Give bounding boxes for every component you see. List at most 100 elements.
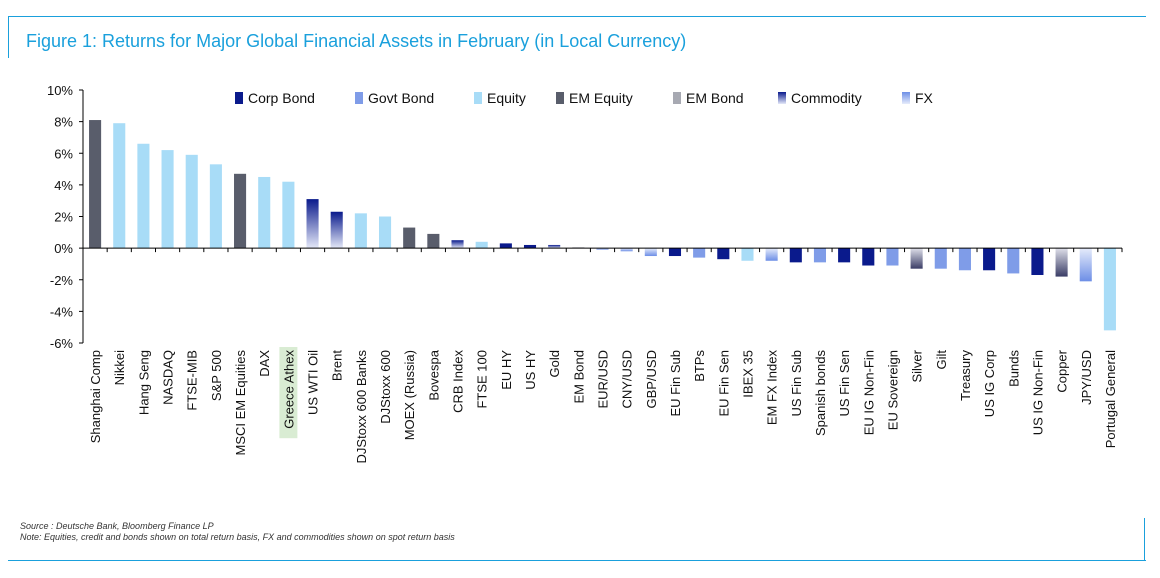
x-category-label: EM FX Index [765, 350, 780, 426]
bar-eu-sovereign [886, 248, 898, 265]
bar-eu-ig-non-fin [862, 248, 874, 265]
bar-gbp-usd [645, 248, 657, 256]
y-tick-label: -6% [50, 336, 74, 351]
bar-hang-seng [137, 144, 149, 248]
x-category-label: EU Sovereign [885, 350, 900, 430]
x-category-label: US IG Corp [982, 350, 997, 417]
bar-us-fin-sub [790, 248, 802, 262]
legend-swatch-fx [902, 92, 910, 104]
legend-label-commodity: Commodity [791, 90, 862, 106]
bar-us-wti-oil [307, 199, 319, 248]
bar-ftse-mib [186, 155, 198, 248]
x-category-label: Treasury [958, 350, 973, 401]
x-category-label: EU IG Non-Fin [861, 350, 876, 435]
x-category-label: CRB Index [451, 350, 466, 413]
y-tick-label: 4% [54, 178, 73, 193]
legend-label-equity: Equity [487, 90, 526, 106]
x-category-label: Hang Seng [136, 350, 151, 415]
legend-label-em-equity: EM Equity [569, 90, 633, 106]
legend-swatch-corp-bond [235, 92, 243, 104]
x-category-label: EU HY [499, 350, 514, 390]
bar-greece-athex [282, 182, 294, 248]
y-tick-label: 2% [54, 210, 73, 225]
legend-swatch-em-bond [673, 92, 681, 104]
bar-chart: 10% 8% 6% 4% 2% 0% -2% -4% -6% Shanghai Comp Nikk… [0, 0, 1160, 578]
bar-copper [1056, 248, 1068, 276]
y-tick-label: -2% [50, 273, 74, 288]
x-category-label: Shanghai Comp [88, 350, 103, 443]
x-category-label: Copper [1055, 349, 1070, 392]
bar-btps [693, 248, 705, 257]
bar-em-fx-index [766, 248, 778, 261]
x-category-label: NASDAQ [161, 350, 176, 405]
x-category-label: Silver [910, 349, 925, 382]
y-tick-label: 0% [54, 241, 73, 256]
bar-djstoxx-600 [379, 217, 391, 249]
chart-notes: Source : Deutsche Bank, Bloomberg Financ… [20, 521, 455, 543]
source-note: Source : Deutsche Bank, Bloomberg Financ… [20, 521, 455, 532]
x-category-label: Gold [547, 350, 562, 377]
legend-swatch-commodity [778, 92, 786, 104]
footnote: Note: Equities, credit and bonds shown o… [20, 532, 455, 543]
x-category-label: MOEX (Russia) [402, 350, 417, 440]
bar-nikkei [113, 123, 125, 248]
bar-portugal-general [1104, 248, 1116, 330]
x-category-label: BTPs [692, 350, 707, 382]
x-category-label: US WTI Oil [306, 350, 321, 415]
bar-spanish-bonds [814, 248, 826, 262]
x-category-label: JPY/USD [1079, 350, 1094, 405]
y-tick-label: 8% [54, 115, 73, 130]
bar-s-p-500 [210, 164, 222, 248]
bar-shanghai-comp [89, 120, 101, 248]
x-category-label: Gilt [934, 350, 949, 370]
bar-bunds [1007, 248, 1019, 273]
x-category-label: US HY [523, 350, 538, 390]
legend-label-fx: FX [915, 90, 934, 106]
x-category-label: EUR/USD [596, 350, 611, 409]
x-category-label: FTSE-MIB [185, 350, 200, 411]
x-category-label: US IG Non-Fin [1030, 350, 1045, 435]
bar-jpy-usd [1080, 248, 1092, 281]
x-category-label: GBP/USD [644, 350, 659, 409]
x-category-label: DJStoxx 600 Banks [354, 350, 369, 464]
x-category-label: Greece Athex [281, 350, 296, 429]
bar-djstoxx-600-banks [355, 213, 367, 248]
bar-us-fin-sen [838, 248, 850, 262]
x-category-label: Brent [330, 350, 345, 381]
legend-swatch-em-equity [556, 92, 564, 104]
bar-crb-index [451, 240, 463, 248]
bar-nasdaq [162, 150, 174, 248]
x-category-label: US Fin Sub [789, 350, 804, 416]
bar-us-ig-corp [983, 248, 995, 270]
bar-dax [258, 177, 270, 248]
bar-treasury [959, 248, 971, 270]
x-category-label: EM Bond [571, 350, 586, 403]
x-category-label: CNY/USD [620, 350, 635, 409]
bar-ftse-100 [476, 242, 488, 248]
legend-label-govt-bond: Govt Bond [368, 90, 434, 106]
bar-eu-fin-sub [669, 248, 681, 256]
x-category-label: Bovespa [426, 349, 441, 400]
y-tick-label: 10% [47, 83, 73, 98]
y-tick-label: 6% [54, 146, 73, 161]
x-category-label: EU Fin Sub [668, 350, 683, 416]
x-category-label: Bunds [1006, 350, 1021, 387]
x-category-label: MSCI EM Equities [233, 350, 248, 456]
bar-gilt [935, 248, 947, 269]
legend-label-corp-bond: Corp Bond [248, 90, 315, 106]
legend-swatch-equity [474, 92, 482, 104]
bar-eu-fin-sen [717, 248, 729, 259]
legend-swatch-govt-bond [355, 92, 363, 104]
bar-ibex-35 [741, 248, 753, 261]
x-category-label: EU Fin Sen [716, 350, 731, 416]
x-category-label: Portugal General [1103, 350, 1118, 448]
x-category-label: DJStoxx 600 [378, 350, 393, 424]
bar-bovespa [427, 234, 439, 248]
x-category-label: US Fin Sen [837, 350, 852, 416]
x-category-label: Nikkei [112, 350, 127, 386]
y-tick-label: -4% [50, 304, 74, 319]
x-category-label: Spanish bonds [813, 350, 828, 437]
bar-msci-em-equities [234, 174, 246, 248]
x-category-label: FTSE 100 [475, 350, 490, 409]
bar-eu-hy [500, 243, 512, 248]
